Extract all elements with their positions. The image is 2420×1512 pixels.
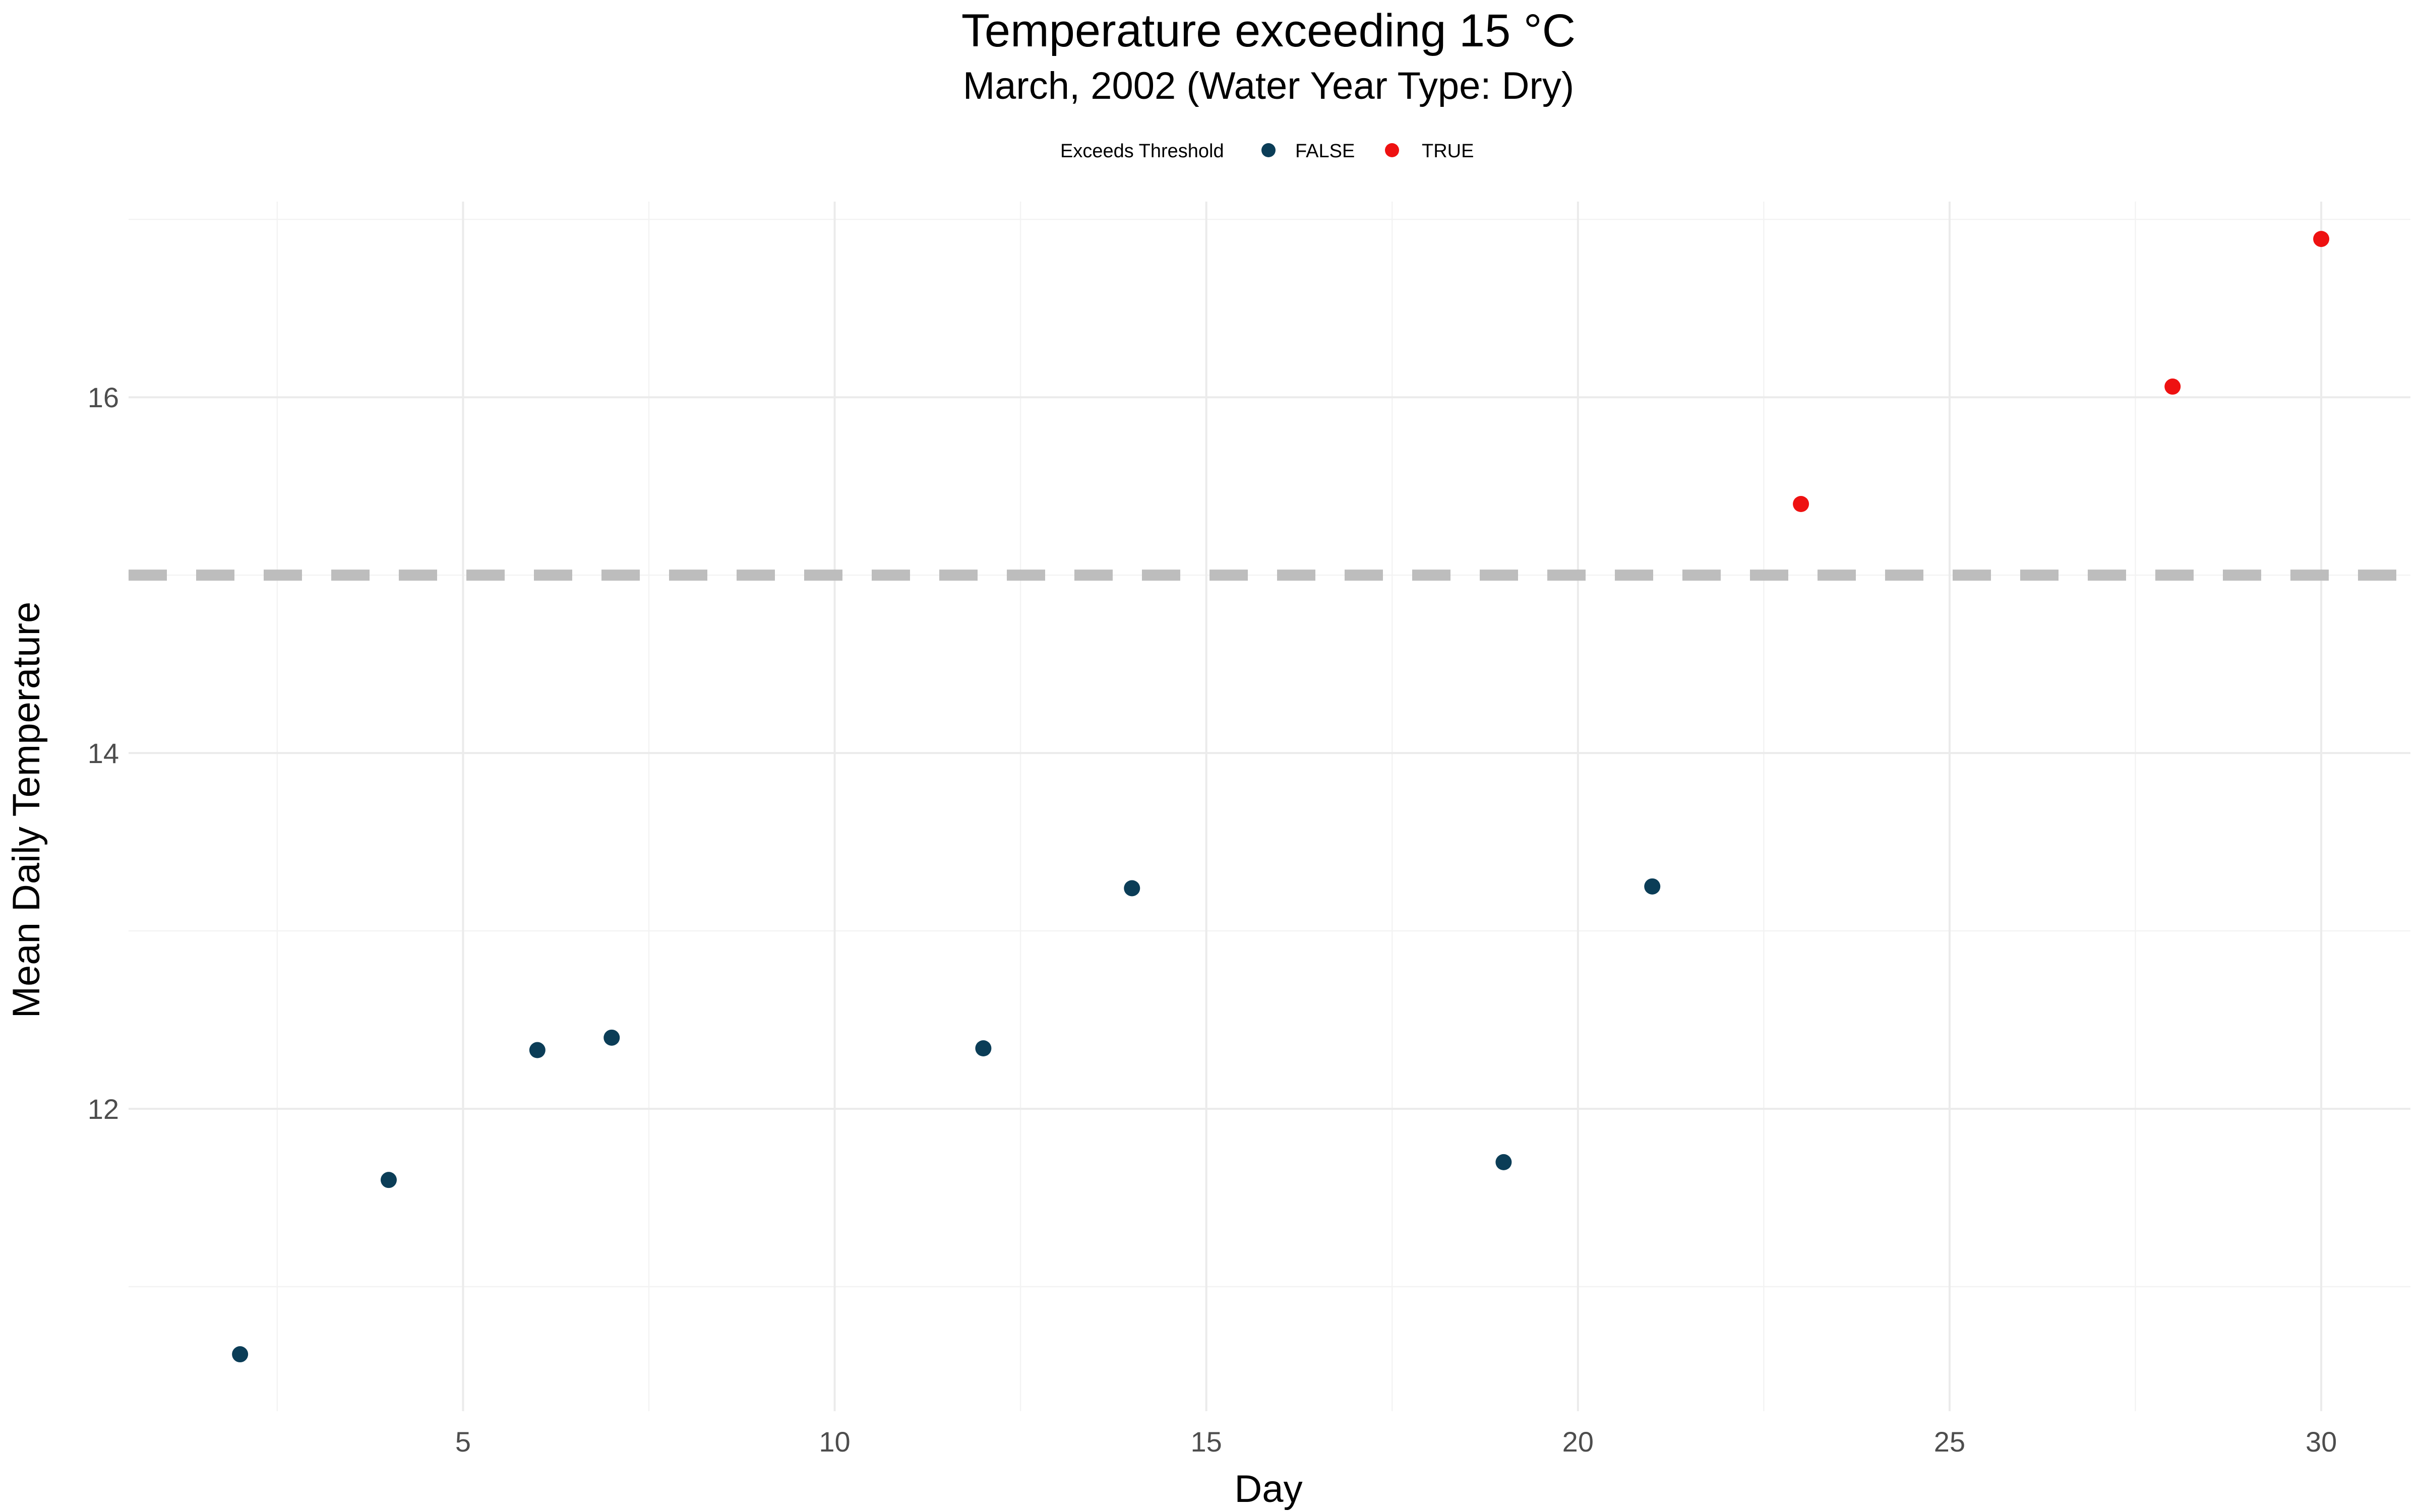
- x-tick-label: 30: [2306, 1426, 2337, 1458]
- x-axis-title: Day: [1234, 1468, 1302, 1510]
- chart-title: Temperature exceeding 15 °C: [961, 5, 1576, 56]
- data-point-false: [603, 1029, 620, 1046]
- legend-label-false: FALSE: [1295, 141, 1355, 162]
- data-point-false: [232, 1346, 249, 1363]
- x-tick-label: 20: [1562, 1426, 1594, 1458]
- x-axis-ticks: 5 10 15 20 25 30: [455, 1426, 2337, 1458]
- data-point-false: [380, 1172, 397, 1188]
- y-tick-label: 12: [88, 1093, 119, 1125]
- data-point-false: [529, 1042, 546, 1058]
- data-point-false: [1644, 878, 1661, 895]
- data-point-true: [2164, 379, 2181, 395]
- x-tick-label: 5: [455, 1426, 471, 1458]
- legend-swatch-false: [1261, 143, 1276, 157]
- legend-title: Exceeds Threshold: [1060, 141, 1224, 162]
- chart-subtitle: March, 2002 (Water Year Type: Dry): [963, 65, 1574, 107]
- x-tick-label: 10: [819, 1426, 850, 1458]
- y-tick-label: 14: [88, 737, 119, 769]
- data-point-true: [1793, 496, 1809, 512]
- data-point-false: [1495, 1154, 1512, 1170]
- y-tick-label: 16: [88, 382, 119, 413]
- y-axis-title: Mean Daily Temperature: [5, 602, 48, 1019]
- y-axis-ticks: 12 14 16: [88, 382, 119, 1125]
- legend: Exceeds Threshold FALSE TRUE: [1060, 141, 1474, 162]
- x-tick-label: 25: [1934, 1426, 1965, 1458]
- data-point-false: [975, 1040, 992, 1056]
- data-points: [232, 231, 2330, 1363]
- x-tick-label: 15: [1191, 1426, 1222, 1458]
- legend-swatch-true: [1385, 143, 1399, 157]
- data-point-true: [2313, 231, 2330, 247]
- plot-grid: [129, 202, 2410, 1411]
- data-point-false: [1124, 880, 1140, 897]
- legend-label-true: TRUE: [1422, 141, 1474, 162]
